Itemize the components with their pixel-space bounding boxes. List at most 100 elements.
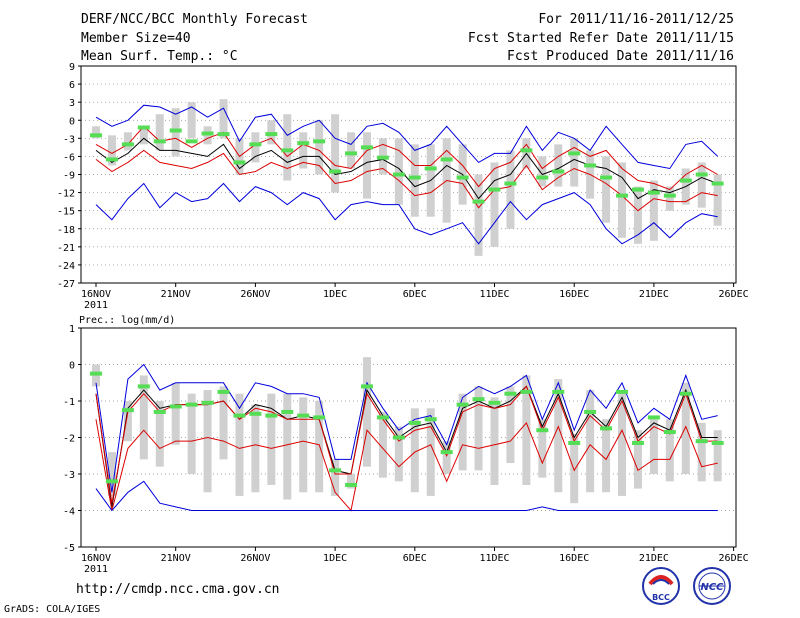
prec-spread-bar	[267, 393, 276, 485]
temp-series-max	[95, 104, 719, 170]
temp-xtick-label: 6DEC	[403, 289, 427, 300]
temp-xtick-label: 26NOV	[240, 289, 270, 300]
temp-ytick-label: 9	[69, 62, 75, 73]
prec-observation-mark	[392, 435, 405, 440]
prec-spread-bar	[299, 397, 308, 493]
forecast-start-date: Fcst Started Refer Date 2011/11/15	[467, 31, 734, 46]
prec-spread-bar	[570, 433, 579, 504]
prec-observation-mark	[600, 426, 613, 431]
temp-xtick-label: 1DEC	[323, 289, 347, 300]
temp-xtick-label: 11DEC	[479, 289, 509, 300]
temp-observation-mark	[233, 160, 246, 165]
prec-observation-mark	[217, 389, 230, 394]
prec-observation-mark	[121, 408, 134, 413]
prec-observation-mark	[552, 389, 565, 394]
prec-xtick-label: 26DEC	[719, 553, 749, 564]
temp-spread-bar	[554, 144, 563, 187]
prec-spread-bar	[378, 411, 387, 478]
prec-observation-mark	[153, 409, 166, 414]
temp-observation-mark	[121, 142, 134, 147]
temp-observation-mark	[584, 163, 597, 168]
prec-spread-bar	[251, 404, 260, 493]
prec-spread-bar	[203, 390, 212, 493]
prec-spread-bar	[442, 441, 451, 474]
temp-spread-bar	[123, 132, 132, 151]
temp-observation-mark	[153, 139, 166, 144]
prec-observation-mark	[249, 411, 262, 416]
temp-series-mean	[95, 137, 718, 200]
temp-spread-bar	[331, 114, 340, 193]
prec-series-max	[95, 363, 718, 493]
temp-observation-mark	[552, 169, 565, 174]
temp-spread-bar	[490, 162, 499, 247]
temp-observation-mark	[663, 193, 676, 198]
variable-label: Mean Surf. Temp.: °C	[81, 49, 238, 64]
temp-xtick-label: 26DEC	[719, 289, 749, 300]
prec-observation-mark	[265, 413, 278, 418]
prec-observation-mark	[345, 482, 358, 487]
prec-xtick-label: 16NOV	[81, 553, 111, 564]
prec-spread-bar	[538, 419, 547, 478]
prec-observation-mark	[424, 417, 437, 422]
prec-observation-mark	[456, 402, 469, 407]
temp-observation-mark	[376, 155, 389, 160]
temp-spread-bar	[299, 132, 308, 169]
prec-series-min	[95, 480, 718, 512]
prec-observation-mark	[201, 400, 214, 405]
prec-spread-bar	[554, 379, 563, 493]
temp-spread-bar	[633, 186, 642, 244]
prec-spread-bar	[187, 393, 196, 474]
prec-observation-mark	[568, 440, 581, 445]
temp-observation-mark	[600, 175, 613, 180]
prec-spread-bar	[633, 430, 642, 489]
temp-observation-mark	[360, 145, 373, 150]
temp-observation-mark	[504, 181, 517, 186]
temp-xtick-label: 21DEC	[639, 289, 669, 300]
prec-observation-mark	[536, 428, 549, 433]
temp-observation-mark	[616, 193, 629, 198]
temp-spread-bar	[506, 150, 515, 229]
temp-observation-mark	[440, 157, 453, 162]
temp-spread-bar	[315, 120, 324, 175]
temp-ytick-label: -3	[63, 134, 75, 145]
temp-ytick-label: 6	[69, 80, 75, 91]
temp-spread-bar	[139, 126, 148, 145]
temp-observation-mark	[313, 139, 326, 144]
temp-spread-bar	[347, 132, 356, 169]
temp-observation-mark	[647, 190, 660, 195]
temp-spread-bar	[92, 126, 100, 139]
temp-spread-bar	[187, 102, 196, 139]
temp-ytick-label: 0	[69, 116, 75, 127]
prec-xtick-label: 21NOV	[161, 553, 191, 564]
chart-title: DERF/NCC/BCC Monthly Forecast	[81, 12, 308, 27]
prec-series-lower	[95, 419, 718, 512]
temp-spread-bar	[713, 174, 722, 226]
temp-spread-bar	[538, 156, 547, 187]
temp-ytick-label: -24	[57, 261, 75, 272]
prec-year-label: 2011	[84, 564, 108, 575]
prec-observation-mark	[281, 409, 294, 414]
forecast-produced-date: Fcst Produced Date 2011/11/16	[507, 49, 734, 64]
temp-observation-mark	[105, 157, 118, 162]
temp-spread-bar	[394, 138, 403, 205]
prec-ytick-label: 0	[69, 361, 75, 372]
temp-observation-mark	[408, 175, 421, 180]
prec-spread-bar	[506, 386, 515, 464]
footer-url[interactable]: http://cmdp.ncc.cma.gov.cn	[76, 582, 280, 597]
temp-observation-mark	[568, 151, 581, 156]
prec-spread-bar	[235, 393, 244, 496]
prec-observation-mark	[313, 415, 326, 420]
temp-series-lower	[95, 149, 718, 212]
temp-ytick-label: -6	[63, 152, 75, 163]
temp-ytick-label: -9	[63, 171, 75, 182]
prec-spread-bar	[713, 430, 722, 482]
prec-observation-mark	[616, 389, 629, 394]
temp-observation-mark	[679, 178, 692, 183]
temp-observation-mark	[424, 166, 437, 171]
temp-spread-bar	[649, 180, 658, 241]
temp-observation-mark	[217, 132, 230, 137]
temp-observation-mark	[201, 131, 214, 136]
temp-observation-mark	[392, 172, 405, 177]
prec-spread-bar	[474, 386, 483, 471]
prec-series-upper	[95, 385, 718, 504]
